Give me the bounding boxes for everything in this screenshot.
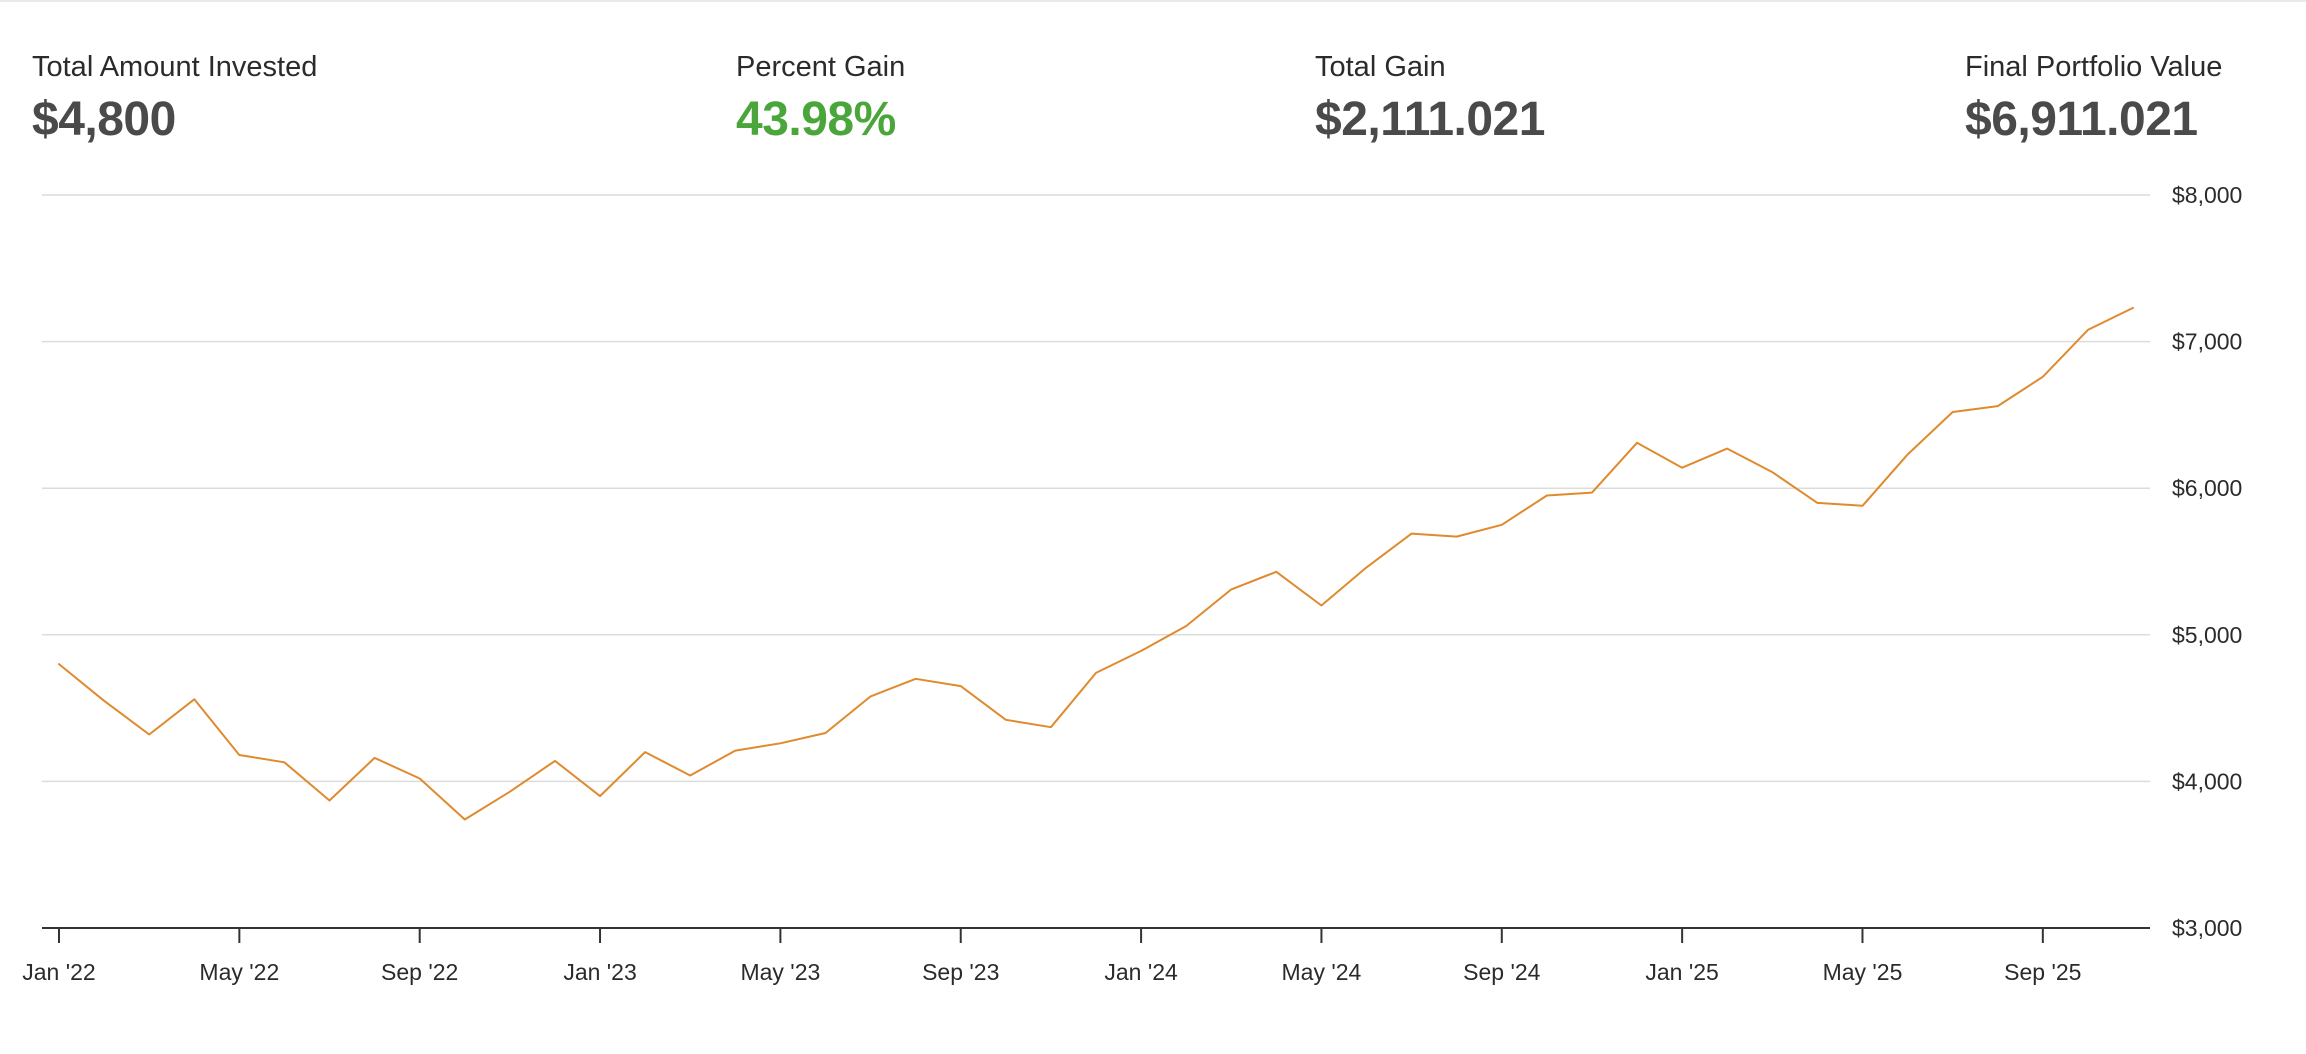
- x-tick-label: May '23: [740, 959, 820, 985]
- x-axis: Jan '22 May '22 Sep '22 Jan '23 May '23 Sep '…: [22, 927, 2150, 985]
- x-tick-label: May '25: [1823, 959, 1903, 985]
- y-tick-label: $7,000: [2172, 329, 2242, 355]
- y-tick-label: $5,000: [2172, 622, 2242, 648]
- x-tick-label: Jan '25: [1645, 959, 1718, 985]
- x-tick-label: Sep '23: [922, 959, 999, 985]
- total-invested-label: Total Amount Invested: [32, 51, 318, 83]
- total-gain-label: Total Gain: [1315, 51, 1446, 83]
- x-tick-label: Sep '24: [1463, 959, 1540, 985]
- final-value-label: Final Portfolio Value: [1965, 51, 2223, 83]
- y-tick-label: $3,000: [2172, 915, 2242, 941]
- y-axis-labels: $3,000 $4,000 $5,000 $6,000 $7,000 $8,000: [2172, 182, 2242, 941]
- grid-lines: [42, 194, 2150, 783]
- y-tick-label: $8,000: [2172, 182, 2242, 208]
- total-invested-value: $4,800: [32, 93, 176, 146]
- x-tick-label: Jan '24: [1104, 959, 1178, 985]
- x-tick-label: Sep '25: [2004, 959, 2081, 985]
- percent-gain-value: 43.98%: [736, 93, 896, 146]
- total-gain-stat: Total Gain $2,111.021: [1315, 48, 1545, 150]
- final-value-stat: Final Portfolio Value $6,911.021: [1965, 48, 2222, 150]
- x-tick-label: Jan '22: [22, 959, 95, 985]
- y-tick-label: $4,000: [2172, 768, 2242, 794]
- total-gain-value: $2,111.021: [1315, 93, 1545, 146]
- total-invested-stat: Total Amount Invested $4,800: [32, 48, 317, 150]
- final-value-value: $6,911.021: [1965, 93, 2198, 146]
- x-tick-label: Jan '23: [563, 959, 636, 985]
- x-tick-label: May '24: [1282, 959, 1362, 985]
- portfolio-value-line: [58, 306, 2134, 821]
- x-tick-label: Sep '22: [381, 959, 458, 985]
- x-tick-label: May '22: [199, 959, 279, 985]
- series-layer: [58, 306, 2134, 821]
- y-tick-label: $6,000: [2172, 475, 2242, 501]
- top-border: [0, 0, 2306, 2]
- percent-gain-label: Percent Gain: [736, 51, 906, 83]
- percent-gain-stat: Percent Gain 43.98%: [736, 48, 905, 150]
